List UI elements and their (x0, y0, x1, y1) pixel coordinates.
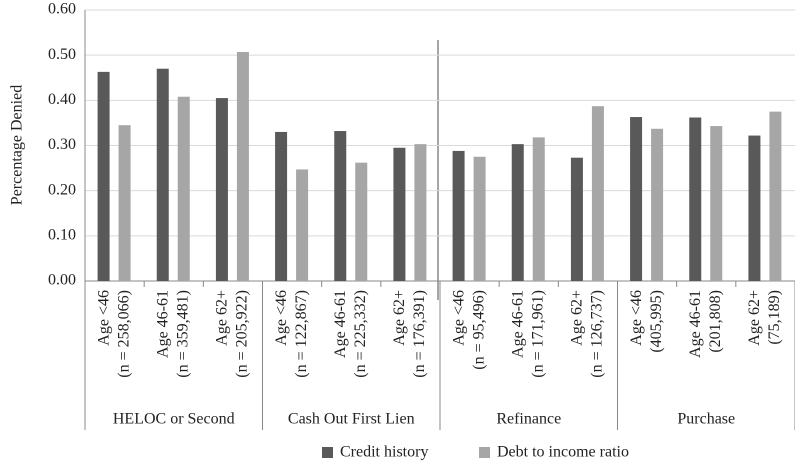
x-tick-label: (201,808) (707, 290, 724, 353)
x-tick-label: Age <46 (628, 290, 645, 346)
bar (355, 162, 368, 281)
y-tick-label: 0.20 (48, 181, 76, 198)
bar (769, 111, 782, 281)
bar (651, 128, 664, 281)
bar (414, 144, 427, 281)
x-tick-label: (n = 359,481) (174, 290, 191, 378)
x-tick-label: (75,189) (766, 290, 783, 345)
y-tick-label: 0.00 (48, 272, 76, 289)
x-tick-label: Age <46 (95, 290, 112, 346)
bar (97, 71, 110, 282)
legend-swatch (479, 447, 490, 458)
y-tick-label: 0.60 (48, 1, 76, 18)
x-tick-label: Age <46 (273, 290, 290, 346)
bar (275, 131, 288, 281)
y-tick-label: 0.40 (48, 91, 76, 108)
bar (630, 117, 643, 281)
legend-label: Debt to income ratio (497, 444, 629, 461)
bar (689, 117, 702, 281)
x-tick-label: Age 46-61 (332, 290, 349, 358)
group-label: Refinance (496, 411, 561, 428)
bar (570, 157, 583, 281)
group-label: HELOC or Second (113, 411, 235, 428)
bar (748, 135, 761, 281)
y-tick-label: 0.30 (48, 136, 76, 153)
bar (156, 68, 169, 281)
bar (473, 156, 486, 281)
bar (511, 144, 524, 281)
x-tick-label: (n = 258,066) (115, 290, 132, 378)
bar (393, 147, 406, 281)
x-tick-label: (405,995) (648, 290, 665, 353)
bar (452, 150, 465, 281)
bar (532, 137, 545, 281)
bar (334, 131, 347, 281)
group-label: Purchase (677, 411, 735, 428)
y-tick-label: 0.10 (48, 227, 76, 244)
y-tick-label: 0.50 (48, 46, 76, 63)
x-tick-label: Age 46-61 (509, 290, 526, 358)
bar (296, 169, 309, 281)
y-axis-label: Percentage Denied (9, 85, 26, 205)
x-tick-label: Age <46 (450, 290, 467, 346)
x-tick-label: (n = 176,391) (411, 290, 428, 378)
bar (118, 125, 131, 281)
x-tick-label: (n = 122,867) (293, 290, 310, 378)
x-tick-label: (n = 95,496) (470, 290, 487, 370)
group-label: Cash Out First Lien (288, 411, 415, 428)
x-tick-label: (n = 171,961) (529, 290, 546, 378)
bar (215, 98, 228, 281)
x-tick-label: Age 62+ (214, 290, 231, 346)
legend-swatch (322, 447, 333, 458)
x-tick-label: (n = 205,922) (234, 290, 251, 378)
x-tick-label: Age 46-61 (154, 290, 171, 358)
legend-label: Credit history (340, 444, 428, 461)
bar (177, 96, 190, 281)
bar (591, 106, 604, 281)
bar (236, 52, 249, 281)
x-tick-label: Age 62+ (746, 290, 763, 346)
bar (710, 126, 723, 281)
x-tick-label: Age 62+ (391, 290, 408, 346)
x-tick-label: Age 46-61 (687, 290, 704, 358)
x-tick-label: (n = 225,332) (352, 290, 369, 378)
x-tick-label: Age 62+ (569, 290, 586, 346)
x-tick-label: (n = 126,737) (589, 290, 606, 378)
